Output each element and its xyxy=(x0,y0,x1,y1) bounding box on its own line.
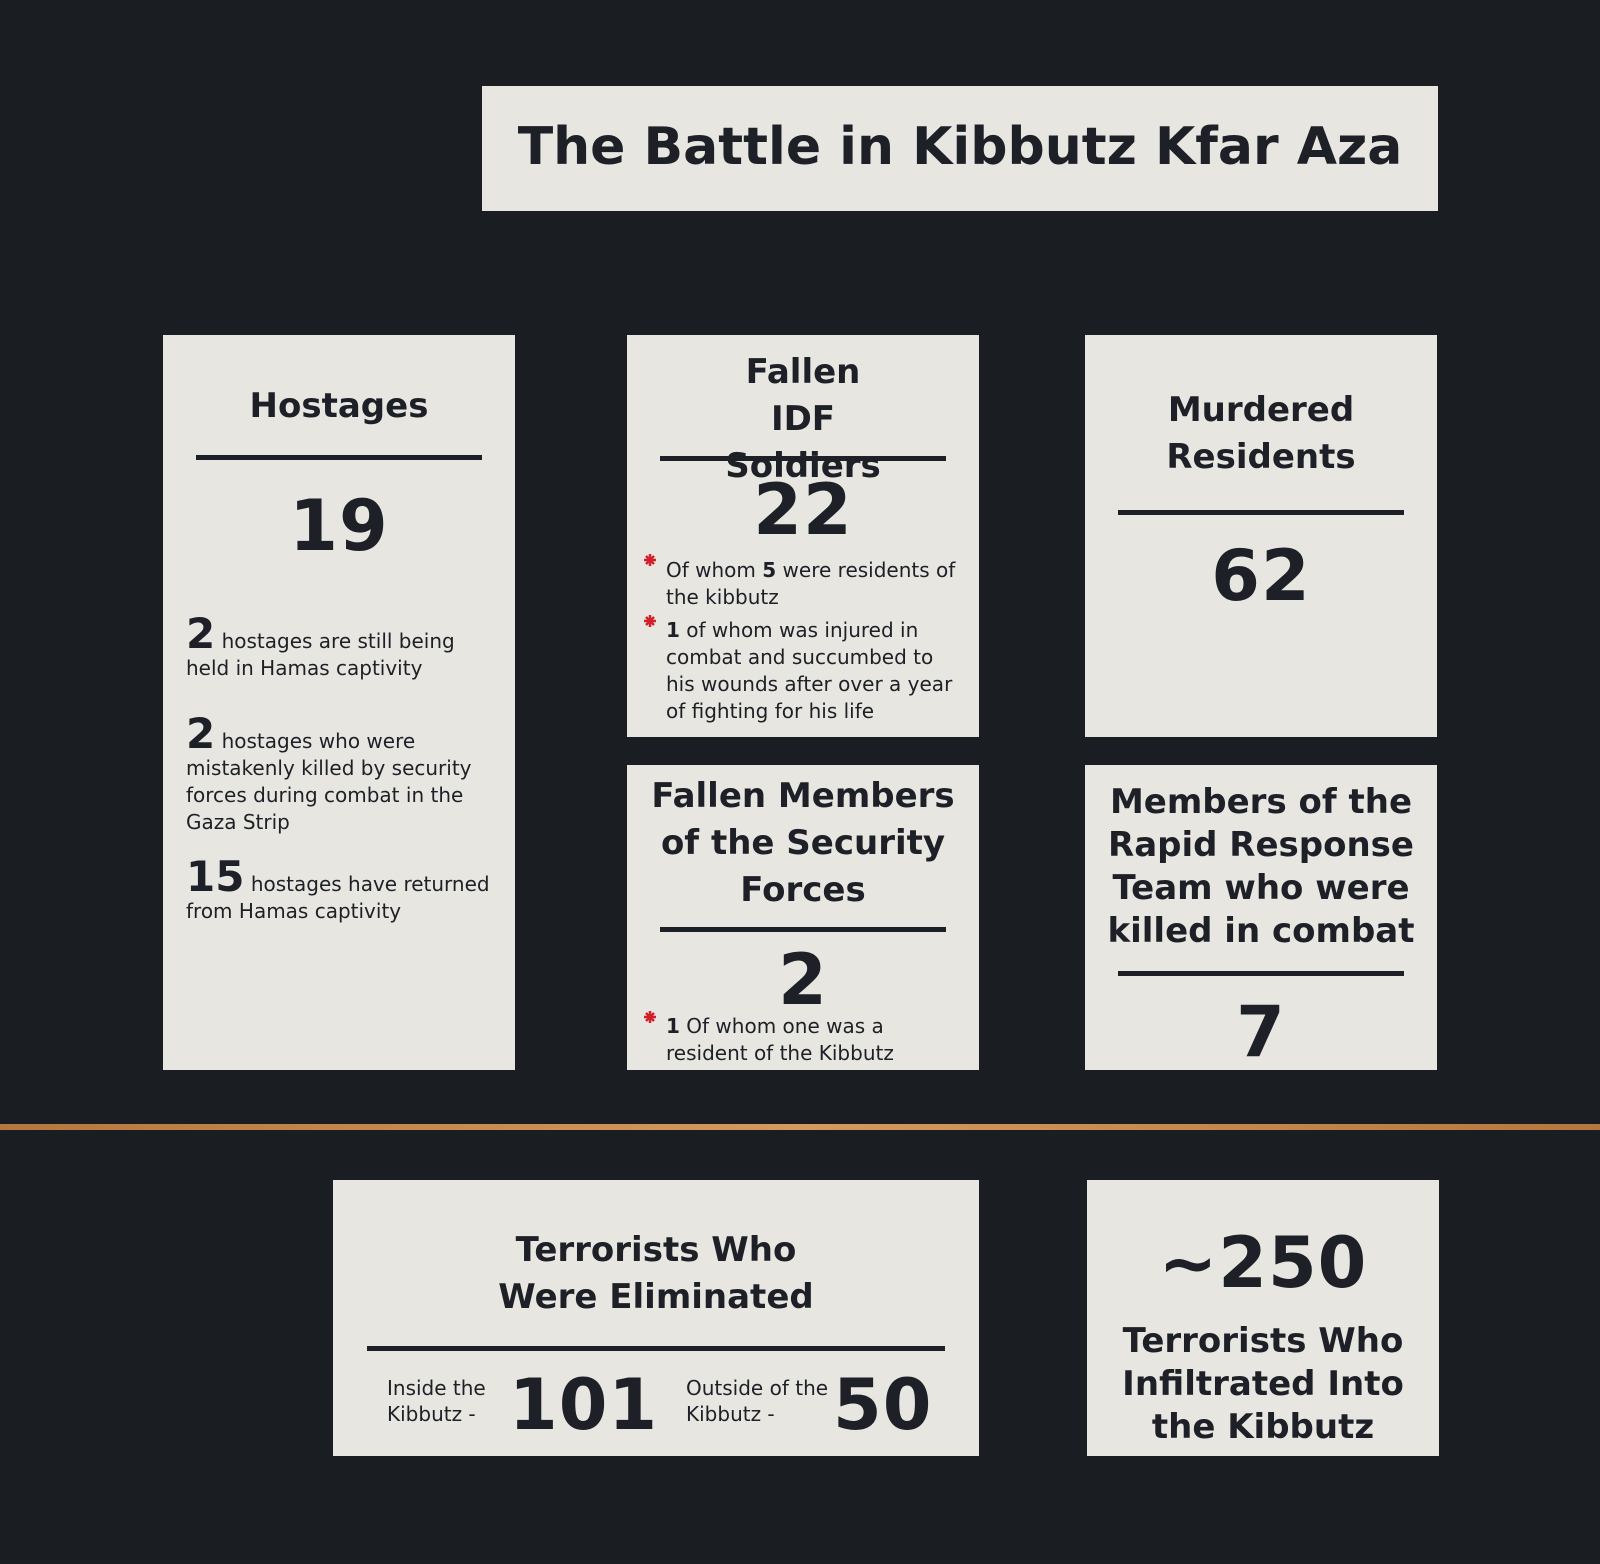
card-title: Fallen IDF Soldiers xyxy=(725,352,881,486)
card-title: Terrorists Who Infiltrated Into the Kibb… xyxy=(1122,1321,1404,1447)
title-box: The Battle in Kibbutz Kfar Aza xyxy=(482,86,1438,211)
soldiers-card: Fallen IDF Soldiers 22 Of whom 5 were re… xyxy=(627,335,979,737)
note-text: hostages who were mistakenly killed by s… xyxy=(186,729,472,834)
separator xyxy=(0,1124,1600,1130)
note: 2 hostages are still being held in Hamas… xyxy=(186,613,496,682)
divider xyxy=(660,456,946,461)
page-title: The Battle in Kibbutz Kfar Aza xyxy=(517,117,1403,177)
note-number: 2 xyxy=(186,709,216,758)
note: Of whom 5 were residents of the kibbutz xyxy=(666,557,966,611)
note: 1 Of whom one was a resident of the Kibb… xyxy=(666,1013,926,1067)
card-title: Hostages xyxy=(249,386,429,426)
note: 1 of whom was injured in combat and succ… xyxy=(666,617,966,725)
note-text: Of whom xyxy=(666,558,756,582)
eliminated-card: Terrorists Who Were Eliminated Inside th… xyxy=(333,1180,979,1456)
divider xyxy=(660,927,946,932)
note-text: hostages are still being held in Hamas c… xyxy=(186,629,455,680)
card-number: 62 xyxy=(1211,535,1311,617)
note-number: 1 xyxy=(666,618,680,642)
note-number: 15 xyxy=(186,852,245,901)
note: 15 hostages have returned from Hamas cap… xyxy=(186,856,496,925)
divider xyxy=(1118,971,1404,976)
note-number: 5 xyxy=(762,558,777,582)
card-number: 19 xyxy=(289,485,389,567)
divider xyxy=(1118,510,1404,515)
note-text: of whom was injured in combat and succum… xyxy=(666,618,953,723)
card-number: 22 xyxy=(753,469,853,551)
note-text: hostages have returned from Hamas captiv… xyxy=(186,872,490,923)
card-title: Terrorists Who Were Eliminated xyxy=(498,1230,814,1317)
residents-card: Murdered Residents 62 xyxy=(1085,335,1437,737)
label: Inside the Kibbutz - xyxy=(387,1376,486,1426)
card-number: 7 xyxy=(1236,991,1286,1073)
asterisk xyxy=(644,1011,656,1023)
card-title: Fallen Members of the Security Forces xyxy=(651,776,955,910)
note-text: Of whom one was a resident of the Kibbut… xyxy=(666,1014,894,1065)
note-number: 1 xyxy=(666,1014,680,1038)
divider xyxy=(196,455,482,460)
hostages-card: Hostages 19 2 hostages are still being h… xyxy=(163,335,515,1070)
card-title: Members of the Rapid Response Team who w… xyxy=(1107,782,1415,951)
card-number: 2 xyxy=(778,939,828,1021)
asterisk xyxy=(644,615,656,627)
label: Outside of the Kibbutz - xyxy=(686,1376,829,1426)
infiltrated-card: ~250 Terrorists Who Infiltrated Into the… xyxy=(1087,1180,1439,1456)
card-number: ~250 xyxy=(1158,1222,1368,1304)
note-text: were residents of the kibbutz xyxy=(666,558,956,609)
note: 2 hostages who were mistakenly killed by… xyxy=(186,713,496,836)
outside-number: 50 xyxy=(833,1364,933,1446)
asterisk xyxy=(644,554,656,566)
card-title: Murdered Residents xyxy=(1166,390,1356,477)
divider xyxy=(367,1346,945,1351)
security-card: Fallen Members of the Security Forces 2 … xyxy=(627,765,979,1070)
inside-number: 101 xyxy=(509,1364,659,1446)
rapid-card: Members of the Rapid Response Team who w… xyxy=(1085,765,1437,1070)
note-number: 2 xyxy=(186,609,216,658)
